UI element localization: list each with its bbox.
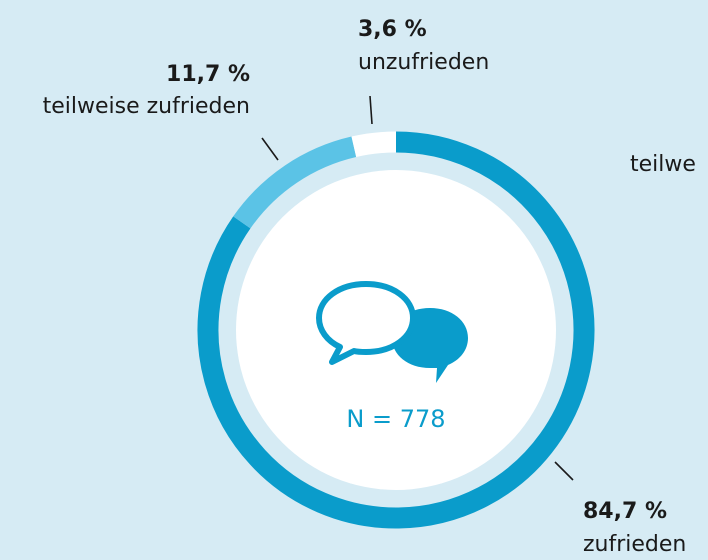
clipped-label: teilwe [630,152,696,177]
category-label: unzufrieden [358,50,489,75]
value-label: 3,6 % [358,17,427,42]
category-label: teilweise zufrieden [43,94,250,119]
value-label: 84,7 % [583,499,667,524]
donut-segment [197,131,595,529]
donut-segment [233,136,357,229]
donut-segment [351,131,397,158]
category-label: zufrieden [583,532,686,557]
value-label: 11,7 % [166,62,250,87]
leader-line [369,95,373,125]
leader-line [554,461,574,481]
leader-line [261,137,279,161]
speech-icon [316,281,468,383]
sample-size: N = 778 [346,405,445,433]
